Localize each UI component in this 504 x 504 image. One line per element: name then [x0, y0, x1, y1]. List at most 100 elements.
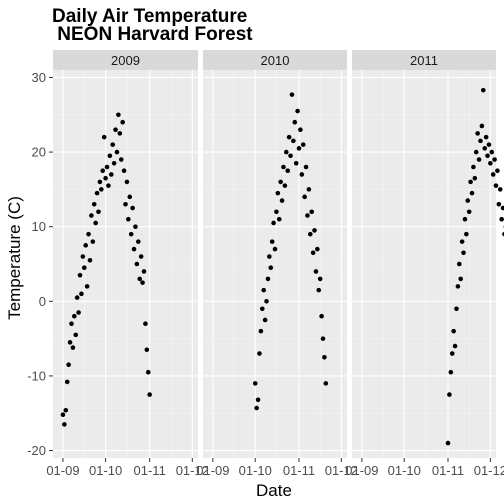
data-point — [135, 239, 141, 244]
data-point — [131, 246, 137, 252]
data-point — [257, 351, 262, 356]
facet-strip-label: 2011 — [410, 53, 438, 68]
data-point — [259, 306, 265, 312]
data-point — [94, 190, 100, 196]
x-tick-label: 01-12 — [474, 463, 504, 478]
chart-title-line-2: NEON Harvard Forest — [52, 24, 253, 45]
data-point — [272, 246, 278, 252]
data-point — [490, 172, 496, 177]
data-point — [493, 183, 499, 188]
data-point — [468, 179, 473, 185]
data-point — [296, 146, 302, 151]
data-point — [303, 164, 309, 170]
data-point — [73, 332, 79, 338]
data-point — [282, 183, 288, 188]
data-point — [113, 127, 118, 132]
facet-panel-2010: 2010 01-09 01-10 01-11 01-12 — [196, 50, 358, 478]
data-point — [63, 407, 69, 413]
data-point — [66, 362, 71, 368]
data-point — [472, 175, 478, 181]
data-point — [261, 287, 267, 293]
y-tick-label: 0 — [39, 294, 46, 309]
data-point — [293, 160, 299, 166]
data-point — [488, 160, 493, 166]
data-point — [320, 336, 326, 341]
x-tick-label: 01-09 — [46, 463, 79, 478]
data-point — [72, 313, 77, 319]
data-point — [264, 299, 269, 304]
data-point — [80, 254, 86, 259]
data-point — [454, 306, 459, 312]
data-point — [70, 345, 76, 350]
data-point — [87, 257, 93, 263]
data-point — [255, 397, 261, 403]
data-point — [114, 149, 120, 155]
data-point — [476, 157, 482, 162]
data-point — [128, 231, 134, 237]
data-point — [130, 205, 135, 211]
data-point — [492, 157, 497, 162]
data-point — [299, 172, 305, 177]
data-point — [116, 112, 121, 118]
data-point — [254, 405, 259, 411]
data-point — [471, 164, 476, 170]
data-point — [456, 261, 462, 267]
chart-title-line-1: Daily Air Temperature — [52, 6, 247, 27]
x-tick-label: 01-11 — [134, 463, 166, 478]
data-point — [101, 134, 107, 140]
data-point — [84, 284, 90, 289]
y-tick-label: 30 — [32, 70, 46, 85]
facet-strip — [352, 50, 496, 70]
data-point — [469, 190, 475, 196]
facet-panel-2009: 2009 01-09 01-10 01-11 01-12 — [46, 50, 209, 478]
data-point — [302, 194, 307, 200]
data-point — [143, 321, 148, 326]
data-point — [322, 354, 327, 360]
data-point — [91, 202, 97, 207]
data-point — [145, 369, 151, 375]
data-point — [69, 321, 74, 326]
data-point — [292, 119, 298, 125]
data-point — [483, 134, 489, 140]
x-tick-label: 01-12 — [176, 463, 209, 478]
x-tick-label: 01-09 — [345, 463, 378, 478]
data-point — [310, 250, 316, 256]
data-point — [107, 153, 113, 159]
data-point — [60, 412, 66, 418]
data-point — [300, 142, 306, 147]
data-point — [99, 187, 104, 192]
data-point — [307, 231, 313, 237]
data-point — [316, 287, 322, 293]
data-point — [133, 224, 138, 229]
data-point — [485, 153, 490, 159]
data-point — [447, 392, 452, 397]
data-point — [121, 168, 127, 174]
data-point — [140, 280, 145, 285]
data-point — [461, 250, 466, 256]
data-point — [281, 164, 286, 170]
data-point — [89, 213, 94, 218]
data-point — [298, 127, 303, 132]
data-point — [103, 175, 108, 181]
data-point — [499, 216, 504, 222]
data-point — [269, 239, 275, 244]
data-point — [271, 220, 276, 226]
data-point — [110, 142, 116, 147]
data-point — [466, 209, 472, 215]
data-point — [100, 168, 106, 174]
x-tick-label: 01-11 — [283, 463, 315, 478]
data-point — [448, 369, 454, 375]
x-tick-label: 01-09 — [196, 463, 229, 478]
data-point — [462, 216, 468, 222]
data-point — [317, 276, 323, 282]
data-point — [480, 87, 486, 93]
data-point — [93, 220, 98, 226]
data-point — [126, 216, 131, 222]
data-point — [455, 284, 461, 289]
data-point — [283, 149, 289, 155]
data-point — [495, 168, 500, 174]
data-point — [464, 231, 469, 237]
data-point — [258, 328, 264, 334]
data-point — [313, 269, 319, 274]
